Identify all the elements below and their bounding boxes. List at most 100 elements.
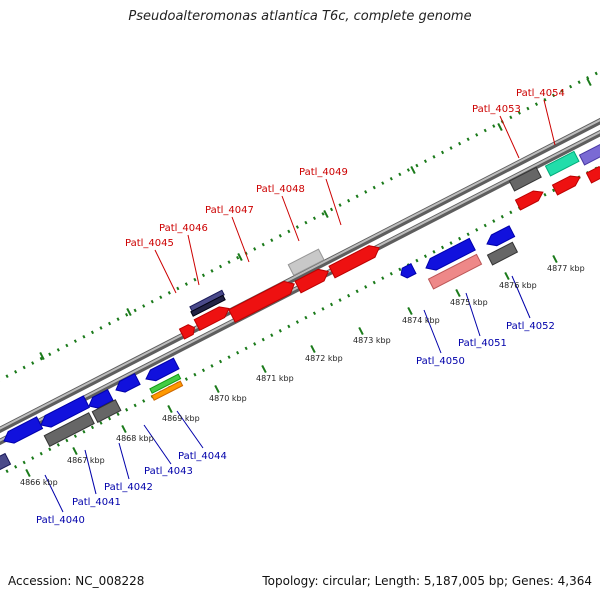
label-patl-4044-leader: [176, 410, 204, 449]
tick-mark-lower: [193, 372, 197, 377]
tick-mark-lower: [287, 324, 291, 329]
tick-mark-upper: [492, 124, 496, 128]
tick-mark-lower: [133, 403, 137, 408]
gene-patl-4042: [88, 389, 114, 409]
label-patl-4048-leader: [281, 195, 300, 242]
tick-mark-upper: [347, 198, 351, 203]
tick-mark-lower: [39, 451, 43, 456]
tick-mark-lower: [73, 434, 77, 438]
tick-mark-upper: [432, 155, 436, 159]
label-patl-4053-leader: [499, 115, 520, 159]
label-patl-4050-leader: [423, 309, 442, 354]
major-tick-upper: [126, 307, 132, 317]
label-patl-4052: Patl_4052: [506, 321, 555, 332]
major-tick-lower: [72, 446, 78, 456]
backbone-upper-highlight: [0, 118, 600, 430]
tick-mark-lower: [355, 289, 359, 294]
major-tick-upper: [586, 77, 592, 87]
tick-mark-lower: [509, 210, 513, 215]
label-patl-4044: Patl_4044: [178, 451, 227, 462]
tick-mark-upper: [56, 348, 60, 352]
tick-mark-lower: [500, 214, 504, 219]
tick-mark-upper: [218, 264, 223, 269]
tick-mark-lower: [227, 355, 231, 359]
tick-mark-upper: [90, 330, 95, 335]
tick-mark-lower: [90, 425, 95, 430]
tick-mark-lower: [372, 280, 376, 285]
feature-green: [149, 373, 182, 394]
tick-mark-lower: [236, 350, 240, 355]
tick-mark-upper: [201, 273, 206, 278]
feature-teal: [544, 150, 580, 177]
tick-mark-upper: [364, 190, 368, 194]
tick-mark-lower: [440, 245, 445, 250]
tick-mark-upper: [142, 304, 146, 308]
label-patl-4053: Patl_4053: [472, 104, 521, 115]
kbp-label: 4876 kbp: [499, 281, 537, 290]
tick-mark-lower: [432, 250, 436, 254]
tick-mark-lower: [551, 188, 556, 193]
kbp-label: 4866 kbp: [20, 478, 58, 487]
gene-patl-4041: [40, 395, 91, 428]
tick-mark-upper: [14, 370, 18, 374]
gene-patl-4052: [486, 225, 516, 247]
gene-patl-4054: [551, 175, 581, 196]
tick-mark-lower: [184, 377, 188, 381]
feature-light-gray: [287, 248, 325, 277]
tick-mark-upper: [526, 106, 530, 111]
tick-mark-upper: [82, 334, 86, 339]
tick-mark-lower: [475, 228, 479, 232]
feature-dark: [190, 294, 226, 317]
kbp-label: 4874 kbp: [402, 316, 440, 325]
tick-mark-lower: [312, 311, 317, 316]
major-tick-upper: [323, 209, 329, 219]
tick-mark-lower: [107, 416, 112, 421]
major-tick-lower: [407, 306, 413, 316]
gene-patl-4048: [294, 268, 329, 294]
tick-mark-upper: [31, 361, 35, 365]
label-patl-4043: Patl_4043: [144, 466, 193, 477]
tick-mark-upper: [389, 176, 393, 181]
tick-mark-upper: [594, 71, 598, 76]
tick-mark-lower: [389, 271, 393, 276]
tick-mark-lower: [458, 236, 462, 241]
label-patl-4048: Patl_4048: [256, 184, 305, 195]
feature-gray-2: [91, 399, 122, 424]
label-patl-4047: Patl_4047: [205, 205, 254, 216]
label-patl-4047-leader: [231, 216, 250, 263]
label-patl-4051-leader: [465, 292, 481, 337]
tick-mark-upper: [270, 238, 274, 242]
tick-mark-upper: [440, 150, 445, 155]
label-patl-4045-leader: [154, 249, 177, 294]
tick-mark-lower: [99, 421, 103, 425]
kbp-label: 4870 kbp: [209, 394, 247, 403]
tick-mark-lower: [338, 298, 342, 302]
tick-mark-upper: [107, 321, 112, 326]
gene-patl-4043: [115, 373, 141, 393]
label-patl-4049-leader: [325, 178, 342, 226]
gene-patl-4051: [425, 237, 476, 271]
tick-mark-lower: [543, 192, 547, 197]
label-patl-4046: Patl_4046: [159, 223, 208, 234]
tick-mark-upper: [236, 255, 240, 260]
tick-mark-upper: [475, 133, 479, 137]
tick-mark-upper: [483, 128, 487, 133]
tick-mark-upper: [176, 286, 180, 291]
tick-mark-upper: [509, 115, 513, 120]
tick-mark-lower: [347, 293, 351, 298]
kbp-label: 4875 kbp: [450, 298, 488, 307]
tick-mark-lower: [244, 346, 248, 351]
tick-mark-lower: [398, 267, 402, 272]
feature-gray-top: [508, 166, 542, 192]
feature-orange: [151, 380, 184, 401]
tick-mark-upper: [338, 203, 342, 207]
tick-mark-upper: [406, 168, 410, 172]
feature-gray-1: [43, 412, 95, 448]
map-title: Pseudoalteromonas atlantica T6c, complet…: [128, 9, 472, 24]
tick-mark-upper: [116, 317, 120, 321]
gene-patl-4045: [178, 324, 196, 340]
feature-navy: [189, 289, 225, 312]
feature-navy-edge: [0, 452, 12, 471]
tick-mark-upper: [321, 212, 325, 216]
